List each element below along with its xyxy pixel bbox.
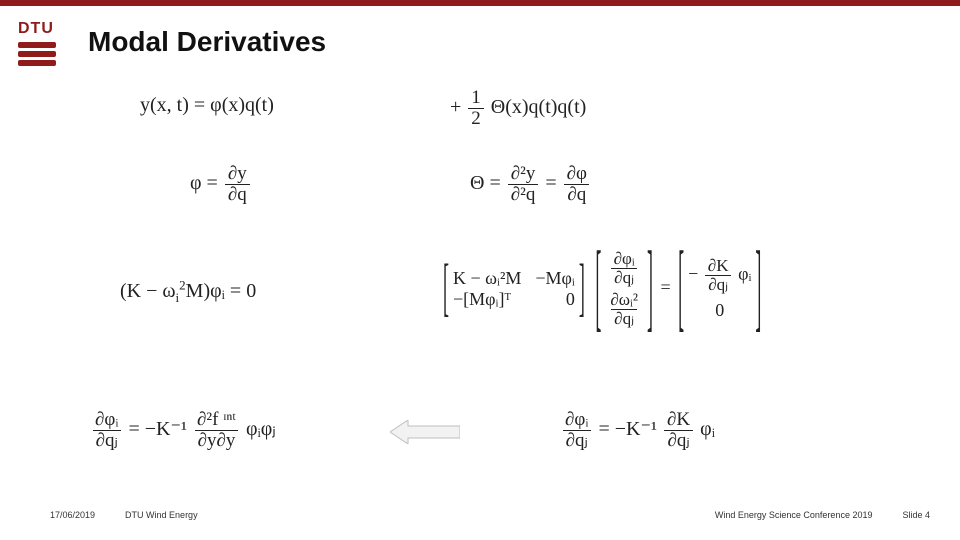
dtu-logo-text: DTU: [18, 20, 62, 38]
eq-text: φ =: [190, 172, 218, 194]
eq-text: = −K⁻¹: [598, 418, 657, 440]
eq-matrix-rhs: [ − ∂K∂qⱼ φᵢ 0 ]: [678, 255, 761, 323]
eq-text: M)φᵢ = 0: [186, 280, 257, 302]
eq-theta-def: Θ = ∂²y∂²q = ∂φ∂q: [470, 164, 592, 205]
eq-phi-def: φ = ∂y ∂q: [190, 164, 252, 205]
eq-text: φᵢ: [700, 418, 715, 440]
eq-text: (K − ω: [120, 280, 176, 302]
eq-text: Θ =: [470, 172, 501, 194]
eq-text: =: [545, 172, 556, 194]
footer-date: 17/06/2019: [50, 510, 95, 520]
top-accent-bar: [0, 0, 960, 6]
eq-text: +: [450, 96, 461, 118]
eq-eigen: (K − ωi2M)φᵢ = 0: [120, 280, 256, 303]
eq-matrix-vec: [ ∂φᵢ∂qⱼ ∂ωᵢ²∂qⱼ ]: [595, 248, 653, 330]
eq-y-quad: + 1 2 Θ(x)q(t)q(t): [450, 88, 586, 129]
footer-dept: DTU Wind Energy: [125, 510, 198, 520]
slide-content: y(x, t) = φ(x)q(t) + 1 2 Θ(x)q(t)q(t) φ …: [70, 90, 930, 480]
footer-conference: Wind Energy Science Conference 2019: [715, 510, 873, 520]
eq-modal-deriv-K: ∂φᵢ∂qⱼ = −K⁻¹ ∂K∂qⱼ φᵢ: [560, 410, 715, 451]
eq-matrix-system: [ K − ωᵢ²M−Mφᵢ −[Mφᵢ]ᵀ0 ] [ ∂φᵢ∂qⱼ ∂ωᵢ²∂…: [440, 248, 764, 330]
footer-slide-number: Slide 4: [902, 510, 930, 520]
eq-text: φᵢφⱼ: [246, 418, 276, 440]
eq-text: y(x, t) = φ(x)q(t): [140, 94, 274, 116]
left-arrow-icon: [390, 420, 460, 444]
eq-y-def: y(x, t) = φ(x)q(t): [140, 94, 274, 117]
eq-frac-half: 1 2: [468, 88, 484, 129]
slide-title: Modal Derivatives: [88, 26, 326, 58]
dtu-logo: DTU: [18, 20, 62, 66]
eq-text: Θ(x)q(t)q(t): [491, 96, 587, 118]
eq-modal-deriv-fint: ∂φᵢ∂qⱼ = −K⁻¹ ∂²f ᶦⁿᵗ∂y∂y φᵢφⱼ: [90, 410, 276, 451]
dtu-logo-bars: [18, 42, 62, 66]
eq-matrix-coef: [ K − ωᵢ²M−Mφᵢ −[Mφᵢ]ᵀ0 ]: [443, 266, 585, 312]
eq-text: = −K⁻¹: [128, 418, 187, 440]
slide-footer: 17/06/2019 DTU Wind Energy Wind Energy S…: [0, 504, 960, 526]
eq-frac: ∂y ∂q: [225, 164, 250, 205]
eq-text: =: [660, 277, 675, 297]
